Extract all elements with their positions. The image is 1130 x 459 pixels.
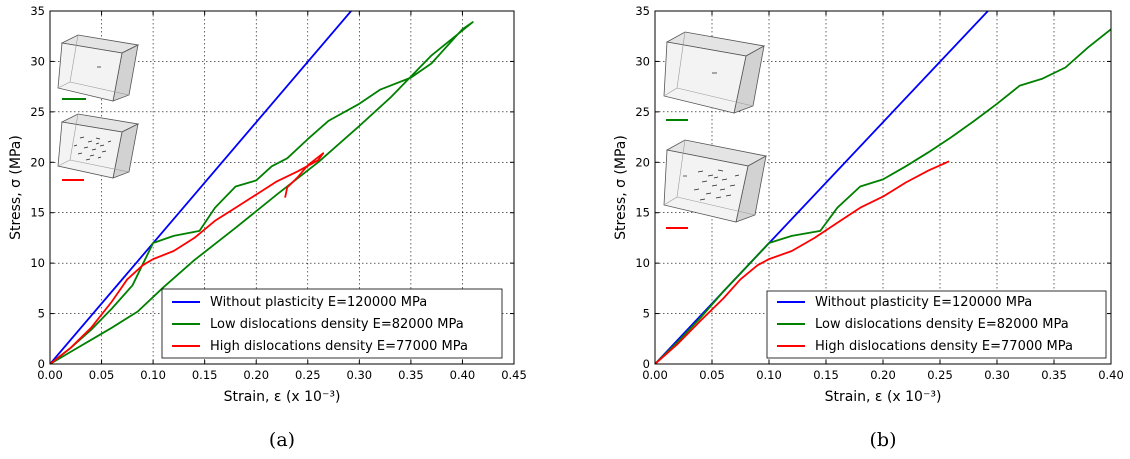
y-tick-label-b: 0 [643,357,650,371]
series-line-b-1 [655,28,1111,364]
panel-a: 0.00 0.05 0.10 0.15 0.20 0.25 0.30 0.35 0.40 0.45… [8,4,527,451]
specimen-high-density-illustration-b [663,139,768,229]
x-tick-label-b: 0.15 [813,368,839,382]
x-axis-label-a: Strain, ε (x 10⁻³) [224,389,341,405]
x-tick-label-b: 0.25 [927,368,953,382]
y-tick-label-a: 20 [30,155,45,169]
x-tick-label-b: 0.05 [699,368,725,382]
legend-b: Without plasticity E=120000 MPa Low disl… [766,290,1107,359]
y-tick-label-a: 5 [38,307,45,321]
y-axis-label-b: Stress, σ (MPa) [613,135,629,240]
y-tick-label-b: 25 [635,105,650,119]
x-tick-label-b: 0.30 [984,368,1010,382]
caption-b: (b) [870,429,897,451]
specimen-low-density-illustration-a [57,34,140,102]
legend-label-a-1: Low dislocations density E=82000 MPa [210,317,464,332]
x-tick-label-b: 0.20 [870,368,896,382]
y-tick-label-a: 35 [30,4,45,18]
legend-label-b-0: Without plasticity E=120000 MPa [815,295,1032,310]
x-tick-label-b: 0.00 [642,368,668,382]
x-tick-label-a: 0.40 [450,368,476,382]
legend-label-a-0: Without plasticity E=120000 MPa [210,295,427,310]
series-line-a-1 [50,21,474,364]
specimen-high-density-illustration-a [57,113,140,181]
y-tick-label-b: 30 [635,54,650,68]
series-line-b-2 [655,160,950,364]
x-tick-label-b: 0.35 [1041,368,1067,382]
x-tick-label-b: 0.40 [1098,368,1124,382]
x-tick-label-a: 0.00 [37,368,63,382]
plot-frame-a [49,10,515,365]
series-line-a-2 [50,152,325,364]
y-tick-label-a: 30 [30,54,45,68]
x-tick-label-a: 0.20 [243,368,269,382]
y-tick-label-b: 15 [635,206,650,220]
y-tick-label-a: 0 [38,357,45,371]
y-tick-label-a: 15 [30,206,45,220]
y-tick-label-a: 10 [30,256,45,270]
specimen-low-density-illustration-b [663,31,766,121]
ticks-a: 0.00 0.05 0.10 0.15 0.20 0.25 0.30 0.35 0.40 0.45… [30,4,526,382]
series-group-b [655,11,1111,364]
x-tick-label-a: 0.15 [192,368,218,382]
legend-label-a-2: High dislocations density E=77000 MPa [210,339,468,354]
y-tick-label-b: 20 [635,155,650,169]
y-axis-label-a: Stress, σ (MPa) [8,135,24,240]
x-tick-label-a: 0.45 [501,368,527,382]
series-group-a [50,11,474,364]
x-tick-label-a: 0.30 [347,368,373,382]
legend-a: Without plasticity E=120000 MPa Low disl… [161,288,503,359]
x-tick-label-a: 0.25 [295,368,321,382]
x-axis-label-b: Strain, ε (x 10⁻³) [825,389,942,405]
caption-a: (a) [269,429,295,451]
series-line-a-0 [50,11,352,364]
ticks-b: 0.00 0.05 0.10 0.15 0.20 0.25 0.30 0.35 0.40 0 5 10… [635,4,1123,382]
y-tick-label-b: 10 [635,256,650,270]
x-tick-label-a: 0.35 [398,368,424,382]
legend-label-b-2: High dislocations density E=77000 MPa [815,339,1073,354]
y-tick-label-b: 35 [635,4,650,18]
legend-label-b-1: Low dislocations density E=82000 MPa [815,317,1069,332]
x-tick-label-a: 0.10 [140,368,166,382]
x-tick-label-a: 0.05 [89,368,115,382]
x-tick-label-b: 0.10 [756,368,782,382]
y-tick-label-a: 25 [30,105,45,119]
y-tick-label-b: 5 [643,307,650,321]
panel-b: 0.00 0.05 0.10 0.15 0.20 0.25 0.30 0.35 0.40 0 5 10… [613,4,1124,451]
